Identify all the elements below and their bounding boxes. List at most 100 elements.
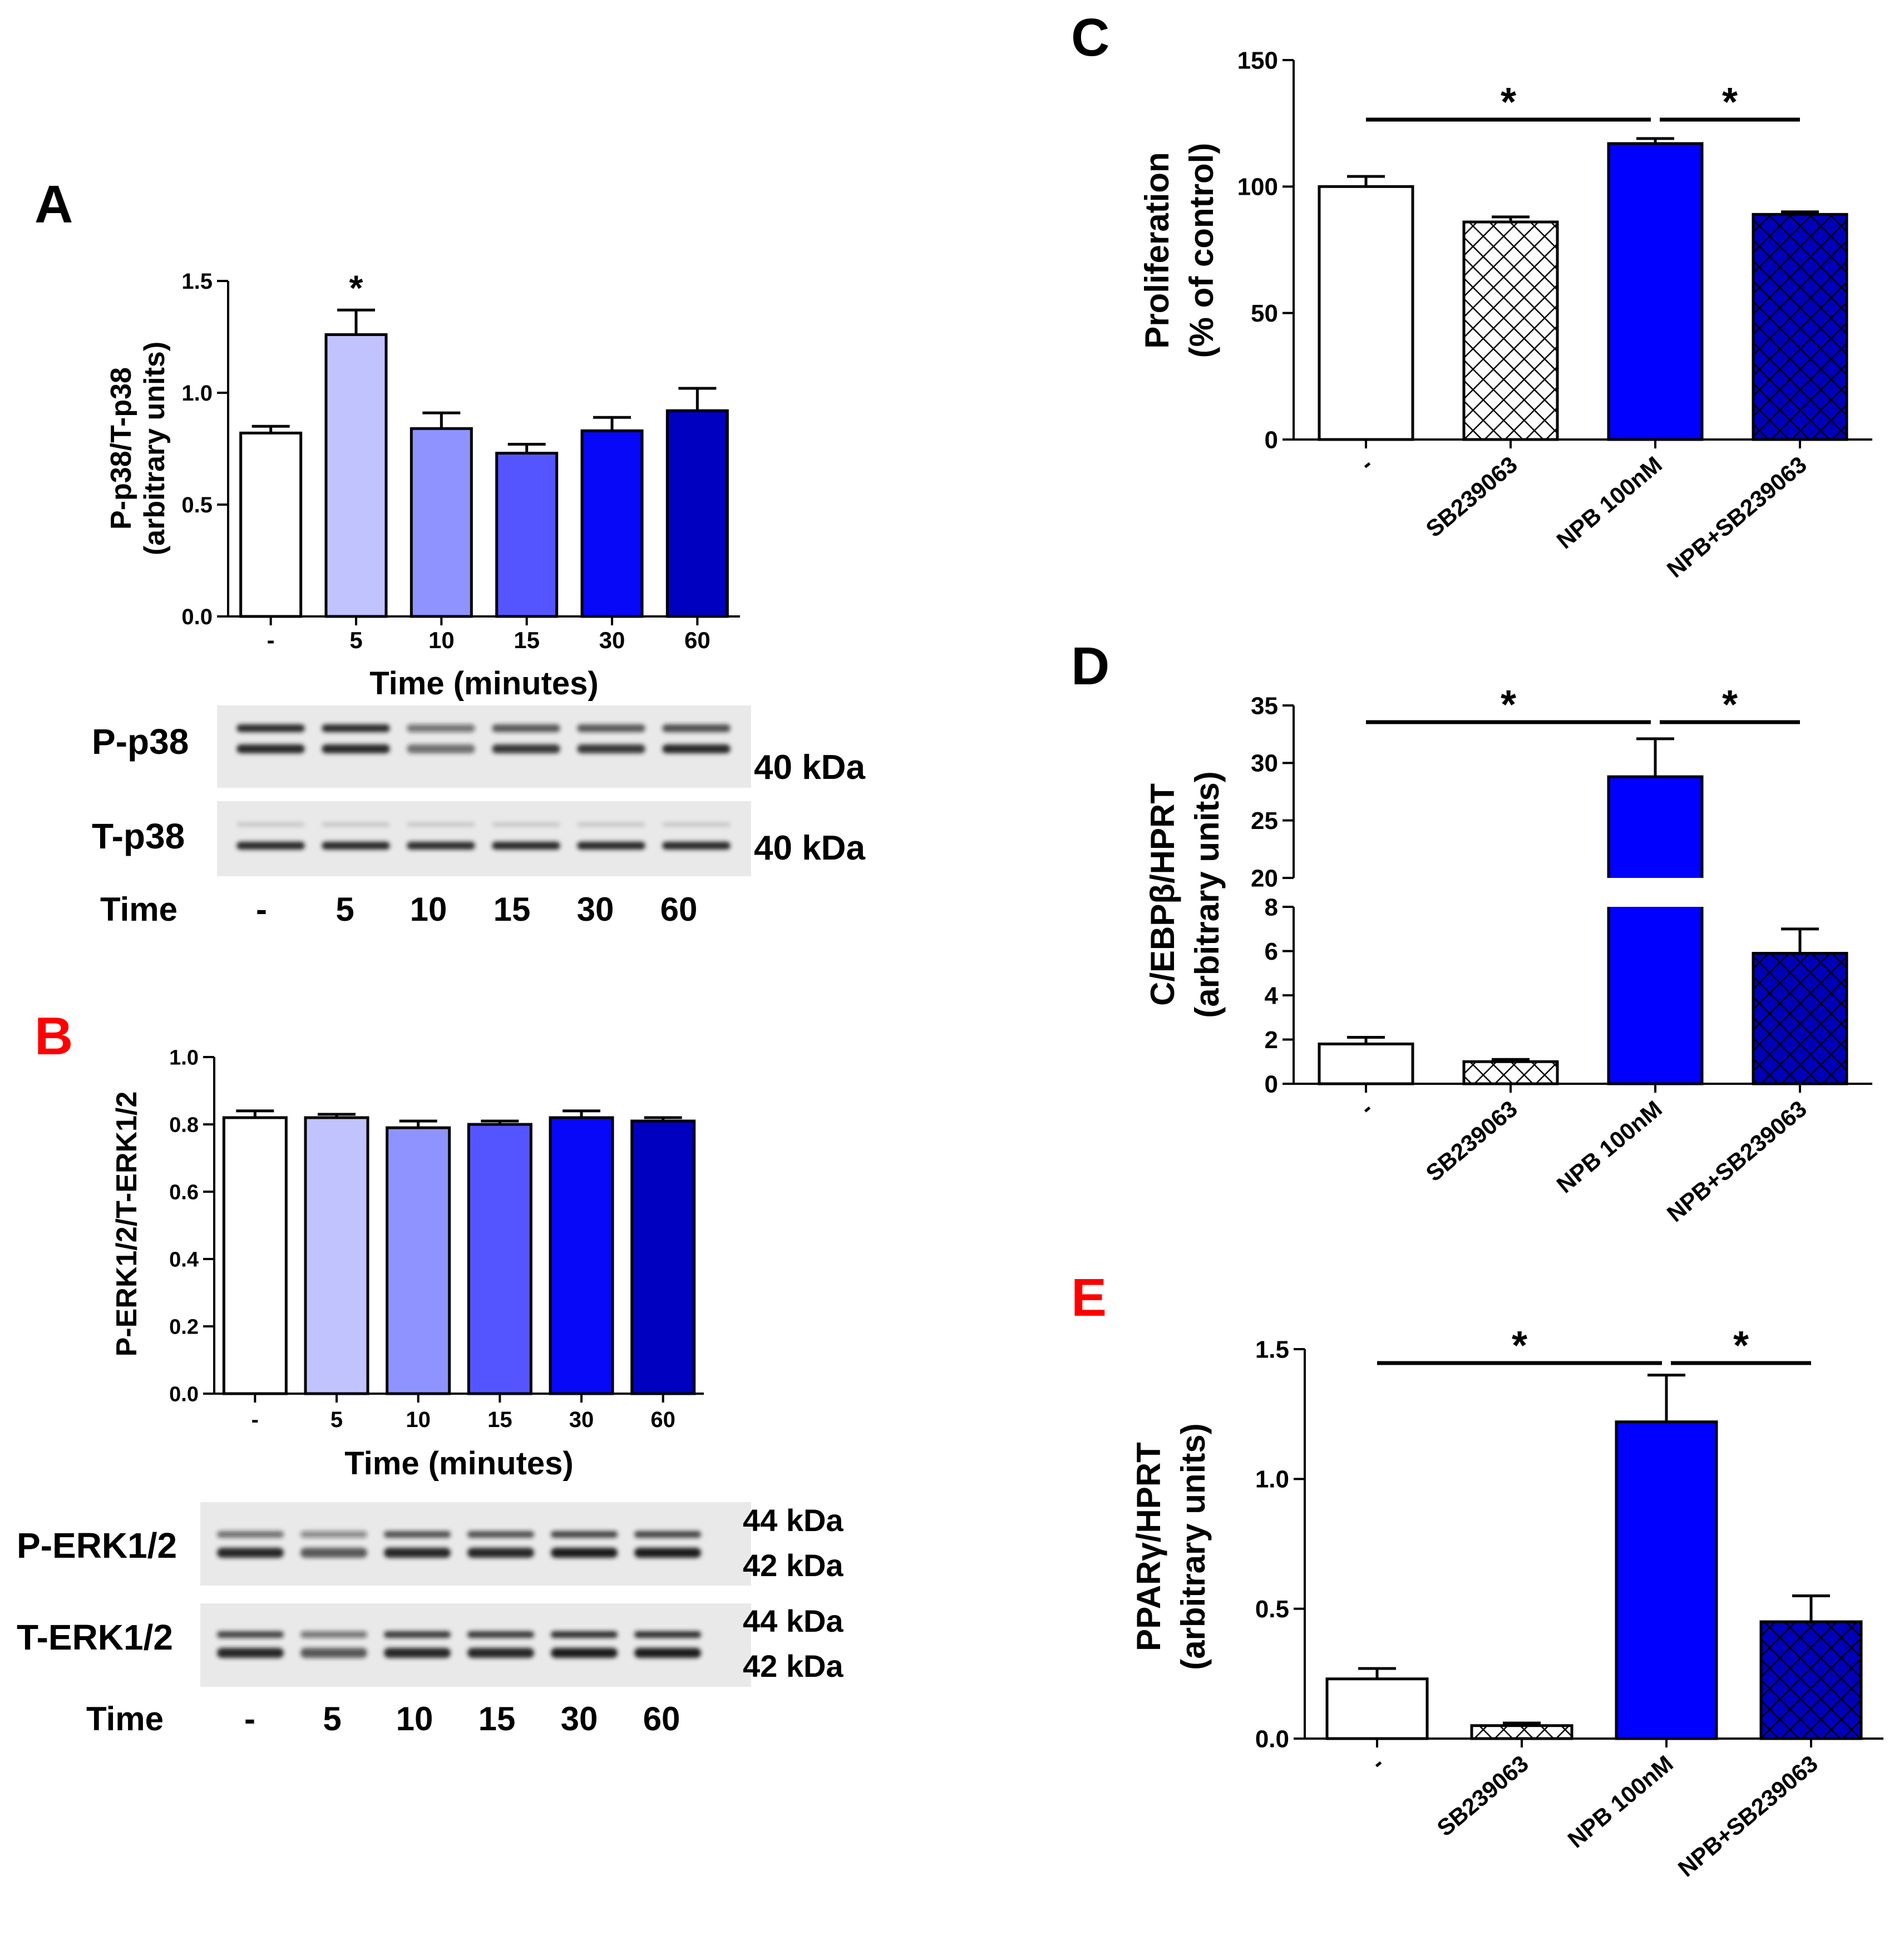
chart-e-y-tick-label: 0.0 [1255,1725,1289,1753]
chart-e: 0.0 0.5 1.0 1.5 PPARγ/HPRT (arbitrary units) -… [1130,1324,1883,1882]
chart-a-x-tick-label: 15 [514,627,540,653]
blot-b-bands-band [634,1531,701,1538]
blot-b-times-label: 30 [561,1700,598,1737]
blot-a-bands-band [322,822,390,827]
panel-letter-e: E [1071,1268,1107,1327]
chart-a-bar [410,427,473,618]
chart-c-x-tick-label: NPB 100nM [1552,451,1667,554]
panel-letter-c: C [1071,8,1109,67]
chart-c-x-tick-label: - [1355,451,1378,476]
blot-b-row1-label: P-ERK1/2 [17,1526,177,1566]
chart-d-y-tick-label: 35 [1251,692,1278,719]
blot-b-row2-label: T-ERK1/2 [17,1617,173,1657]
blot-a-row2-label: T-p38 [92,816,185,856]
blot-a-row1-image [217,705,751,788]
chart-b-y-tick-label: 0.8 [169,1113,199,1137]
blot-b-times-label: 15 [479,1700,516,1737]
chart-e-significance-star: * [1733,1324,1749,1368]
western-blot-b: P-ERK1/2 T-ERK1/2 44 kDa 42 kDa 44 kDa 4… [17,1502,844,1737]
chart-e-y-tick-label: 1.5 [1255,1336,1289,1363]
chart-d-y-tick-label: 25 [1251,807,1278,835]
blot-b-bands-band [634,1648,701,1658]
chart-d-y-tick-label: 6 [1265,938,1278,965]
chart-d-bar-upper [1609,777,1702,878]
blot-a-bands-band [492,822,560,827]
blot-b-bands-band [300,1531,367,1538]
chart-e-bar [1325,1677,1429,1740]
panel-letter-b: B [34,1006,73,1066]
chart-b-x-tick-label: 5 [331,1408,343,1432]
chart-c-y-tick-label: 0 [1265,426,1278,453]
chart-d-x-tick-label: SB239063 [1421,1095,1522,1187]
blot-a-bands-band [577,842,645,850]
blot-b-bands-band [217,1531,284,1538]
chart-e-x-tick-label: NPB+SB239063 [1673,1750,1823,1882]
chart-e-y-tick-label: 0.5 [1255,1596,1289,1623]
blot-b-times: - 5 10 15 30 60 [244,1700,680,1737]
chart-c-significance-star: * [1722,80,1738,125]
chart-b-x-axis-title: Time (minutes) [344,1445,573,1482]
chart-a-significance-star: * [349,268,363,308]
chart-d-x-tick-label: NPB 100nM [1552,1095,1667,1198]
blot-a-time-label: Time [100,891,177,928]
chart-b-x-tick-label: 60 [650,1408,675,1432]
panel-letter-d: D [1071,636,1109,696]
blot-b-row2-image [200,1603,751,1687]
chart-e-bar [1759,1620,1863,1740]
blot-b-times-label: 5 [323,1700,341,1737]
chart-a-y-tick-label: 1.5 [181,269,213,294]
chart-b-bar [304,1116,369,1395]
blot-a-times-label: - [256,891,267,928]
chart-e-y-axis-title: PPARγ/HPRT [1130,1442,1167,1651]
chart-a-y-tick-label: 0.0 [181,605,213,629]
chart-c-y-tick-label: 100 [1237,174,1278,201]
chart-a-y-axis-title: (arbitrary units) [139,342,171,555]
chart-d-significance-star: * [1722,683,1738,727]
blot-b-times-label: - [244,1700,255,1737]
chart-d-significance-star: * [1501,683,1516,727]
blot-a-times-label: 5 [336,891,354,928]
chart-a-bar [495,452,559,618]
blot-b-row1-size-top: 44 kDa [743,1503,844,1538]
blot-b-row1-image [200,1502,751,1586]
chart-c-y-tick-label: 50 [1251,300,1278,327]
blot-b-row1-size-bottom: 42 kDa [743,1548,844,1583]
chart-b-y-tick-label: 0.0 [169,1383,199,1406]
chart-c-y-axis-title: (% of control) [1183,143,1220,358]
blot-a-times-label: 30 [577,891,614,928]
chart-d-y-tick-label: 30 [1251,750,1278,777]
chart-a: 0.0 0.5 1.0 1.5 P-p38/T-p38 (arbitrary units)… [105,268,740,702]
chart-a-bar [665,409,729,618]
blot-a-bands-band [662,744,731,753]
chart-b-x-tick-label: 15 [487,1408,512,1432]
blot-a-times-label: 15 [494,891,531,928]
chart-b-bar [630,1119,696,1395]
blot-b-row2-size-bottom: 42 kDa [743,1648,844,1684]
chart-a-x-axis-title: Time (minutes) [369,665,598,702]
blot-b-bands-band [384,1631,451,1638]
chart-c: 0 50 100 150 Proliferation (% of control) - SB2… [1138,47,1872,582]
blot-b-bands-band [634,1548,701,1558]
blot-a-bands-band [322,724,390,732]
chart-c-x-tick-label: NPB+SB239063 [1662,451,1812,582]
chart-d-y-axis-title: (arbitrary units) [1188,771,1226,1018]
chart-b-bar [222,1116,288,1395]
chart-a-bar [324,333,388,618]
chart-e-x-tick-label: SB239063 [1432,1750,1533,1842]
blot-b-bands-band [467,1548,534,1558]
blot-a-bands-band [322,842,390,850]
chart-b-bar [549,1116,614,1395]
chart-b-bar [467,1123,532,1395]
chart-d-y-tick-label: 4 [1265,982,1279,1009]
blot-b-bands-band [551,1648,618,1658]
blot-b-bands-band [634,1631,701,1638]
blot-b-bands-band [467,1531,534,1538]
blot-a-bands-band [407,724,475,732]
blot-b-bands [217,1531,701,1658]
blot-b-bands-band [384,1531,451,1538]
blot-b-bands-band [467,1648,534,1658]
chart-b-y-tick-label: 1.0 [169,1046,199,1069]
chart-d-y-tick-label: 2 [1265,1026,1278,1054]
chart-c-y-axis-title: Proliferation [1138,152,1176,348]
chart-a-x-tick-label: - [267,627,275,653]
